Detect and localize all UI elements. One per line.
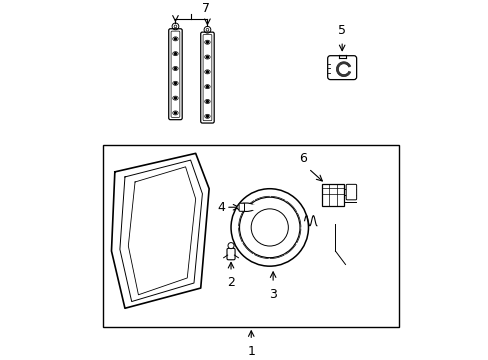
FancyBboxPatch shape [168,29,182,120]
FancyBboxPatch shape [203,35,211,121]
Ellipse shape [227,243,234,249]
Ellipse shape [172,51,178,56]
Ellipse shape [204,55,210,59]
Ellipse shape [237,203,255,211]
Ellipse shape [172,81,178,85]
Circle shape [206,115,208,117]
Ellipse shape [204,114,210,118]
Ellipse shape [172,67,178,71]
FancyBboxPatch shape [239,203,244,211]
Circle shape [250,204,256,210]
Text: 3: 3 [268,288,277,301]
Circle shape [206,71,208,73]
Circle shape [174,53,176,55]
Circle shape [174,97,176,99]
Text: 1: 1 [247,345,255,358]
FancyBboxPatch shape [200,32,214,123]
Text: 4: 4 [217,201,224,214]
Circle shape [174,112,176,114]
Circle shape [206,100,208,103]
FancyBboxPatch shape [327,56,356,80]
Ellipse shape [172,111,178,115]
Ellipse shape [172,96,178,100]
Circle shape [174,38,176,40]
Ellipse shape [204,40,210,44]
Circle shape [174,82,176,84]
FancyBboxPatch shape [226,248,235,260]
Circle shape [206,86,208,88]
Ellipse shape [204,85,210,89]
Bar [103,145,399,327]
Circle shape [174,67,176,69]
Circle shape [206,41,208,43]
FancyBboxPatch shape [171,31,180,117]
Text: 5: 5 [338,24,346,37]
Polygon shape [111,153,209,308]
Ellipse shape [204,70,210,74]
Ellipse shape [204,99,210,104]
Ellipse shape [172,37,178,41]
Circle shape [206,56,208,58]
Text: 6: 6 [299,152,307,165]
Text: 7: 7 [202,2,209,15]
Bar [321,184,343,206]
FancyBboxPatch shape [346,184,356,200]
Text: 2: 2 [226,276,235,289]
